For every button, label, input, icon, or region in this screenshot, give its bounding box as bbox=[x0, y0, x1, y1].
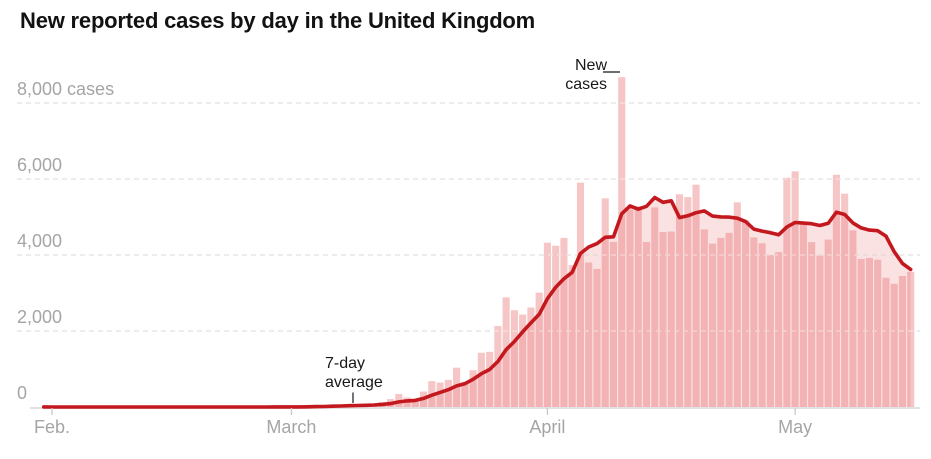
bar bbox=[626, 209, 634, 407]
bar bbox=[486, 351, 494, 407]
bar bbox=[775, 252, 783, 407]
bar bbox=[469, 370, 477, 407]
annotation-new-cases-line: New bbox=[574, 57, 607, 74]
bar bbox=[461, 381, 469, 407]
bar bbox=[535, 292, 543, 407]
bar bbox=[560, 237, 568, 407]
bar bbox=[700, 229, 708, 407]
bar bbox=[907, 271, 915, 407]
daily-case-bars bbox=[122, 77, 915, 408]
bar bbox=[552, 245, 560, 407]
bar bbox=[874, 259, 882, 407]
gridlines bbox=[17, 102, 920, 332]
gridlines-overlay bbox=[17, 102, 920, 332]
bar bbox=[436, 382, 444, 407]
bar bbox=[692, 184, 700, 407]
annotation-7-day-average-line: 7-day bbox=[325, 355, 366, 372]
bar bbox=[857, 258, 865, 407]
x-axis-label-may: May bbox=[778, 417, 813, 437]
bar bbox=[593, 268, 601, 407]
annotation-7-day-average: 7-day average bbox=[325, 354, 383, 392]
x-axis-label-april: April bbox=[529, 417, 566, 437]
y-axis-label: 4,000 bbox=[17, 231, 63, 251]
bar bbox=[659, 232, 667, 407]
bar bbox=[618, 77, 626, 408]
bar bbox=[576, 182, 584, 407]
bar bbox=[865, 257, 873, 407]
bar bbox=[651, 207, 659, 407]
bar bbox=[882, 277, 890, 407]
bar bbox=[733, 202, 741, 407]
bar bbox=[568, 265, 576, 407]
bar bbox=[543, 242, 551, 407]
x-axis-label-feb: Feb. bbox=[33, 417, 71, 437]
annotation-new-cases: New cases bbox=[565, 56, 607, 94]
bar bbox=[609, 241, 618, 407]
bar bbox=[675, 194, 684, 407]
bar bbox=[783, 177, 791, 407]
bar bbox=[898, 276, 907, 407]
bar bbox=[601, 198, 609, 407]
bar bbox=[725, 232, 733, 407]
bar bbox=[684, 197, 692, 407]
bar bbox=[477, 352, 485, 407]
bar bbox=[510, 310, 518, 407]
bar bbox=[717, 237, 725, 407]
annotation-new-cases-line: cases bbox=[565, 76, 607, 93]
bar bbox=[527, 307, 535, 407]
bar bbox=[585, 262, 593, 407]
bar bbox=[832, 174, 840, 407]
x-axis-label-march: March bbox=[266, 417, 317, 437]
bar bbox=[791, 171, 799, 407]
bar bbox=[849, 230, 857, 407]
avg-area-fill bbox=[43, 197, 911, 407]
bar bbox=[816, 255, 824, 407]
y-axis-label: 0 bbox=[17, 383, 28, 403]
y-axis-label: 8,000 cases bbox=[17, 79, 115, 99]
bar bbox=[750, 237, 758, 407]
month-tick-marks bbox=[51, 408, 796, 415]
bar bbox=[709, 243, 717, 407]
bar bbox=[742, 220, 750, 407]
seven-day-average-line bbox=[41, 195, 913, 409]
annotation-7-day-average-line: average bbox=[325, 374, 383, 391]
bar bbox=[758, 243, 766, 407]
bar bbox=[519, 314, 527, 407]
bar bbox=[841, 193, 849, 407]
bar bbox=[890, 283, 898, 407]
y-axis-label: 6,000 bbox=[17, 155, 63, 175]
bar bbox=[667, 231, 675, 407]
bar bbox=[808, 242, 816, 407]
bar bbox=[642, 242, 651, 407]
bar bbox=[444, 379, 452, 407]
bar bbox=[634, 206, 642, 407]
bar bbox=[411, 401, 419, 407]
chart-title: New reported cases by day in the United … bbox=[20, 8, 536, 33]
y-axis-label: 2,000 bbox=[17, 307, 63, 327]
bar bbox=[799, 224, 807, 407]
bar bbox=[494, 326, 502, 407]
bar bbox=[824, 239, 832, 407]
bar bbox=[766, 255, 774, 407]
